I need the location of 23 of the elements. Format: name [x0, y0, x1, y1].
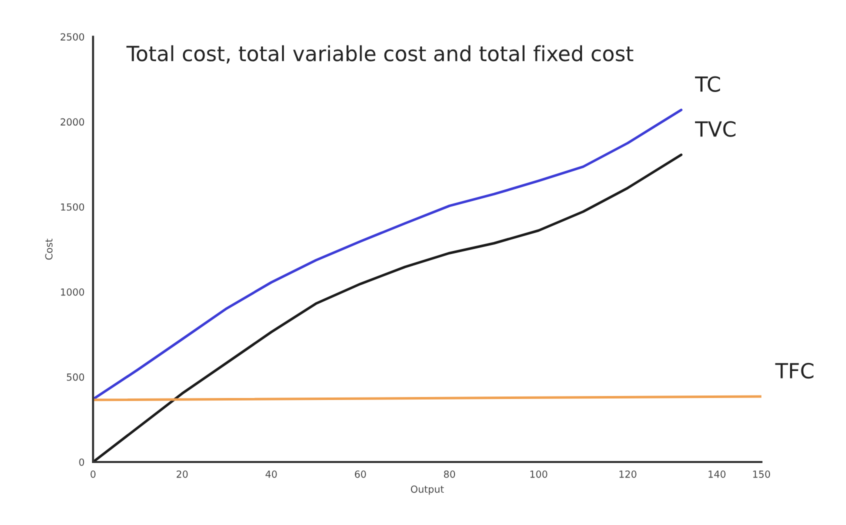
line-series: [93, 108, 682, 400]
y-tick-label: 1500: [61, 203, 84, 211]
x-tick-label: 40: [266, 470, 277, 478]
y-axis-title: Cost: [45, 238, 53, 260]
x-tick-label: 100: [530, 470, 548, 478]
series-label: TFC: [775, 362, 814, 379]
x-tick-label: 20: [176, 470, 188, 478]
y-tick-label: 2500: [60, 33, 84, 41]
y-tick-label: 0: [79, 458, 84, 466]
y-tick-label: 500: [66, 373, 84, 381]
x-tick-label: 150: [753, 470, 770, 478]
x-tick-label: 80: [444, 470, 456, 478]
x-axis-title: Output: [410, 485, 444, 495]
chart-title: Total cost, total variable cost and total fixed cost: [126, 45, 634, 64]
x-tick-label: 60: [354, 470, 366, 478]
line-series: [93, 154, 682, 462]
x-tick-label: 0: [90, 470, 96, 478]
x-tick-label: 120: [620, 470, 636, 478]
series-label: TC: [695, 76, 720, 92]
x-tick-label: 140: [708, 470, 726, 478]
series-label: TVC: [695, 121, 736, 137]
y-tick-label: 2000: [60, 118, 84, 126]
y-tick-label: 1000: [61, 288, 84, 296]
